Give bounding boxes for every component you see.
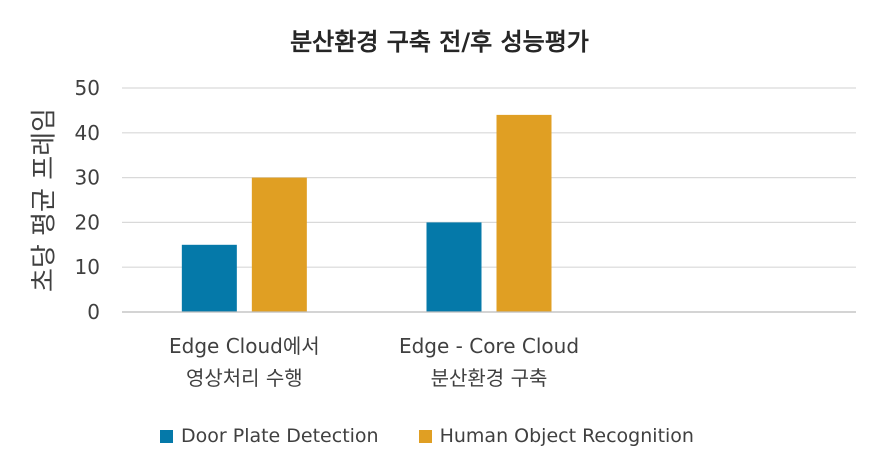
bar: [426, 222, 482, 312]
legend-swatch: [418, 429, 432, 443]
legend: Door Plate Detection Human Object Recogn…: [160, 425, 734, 447]
y-tick-label: 20: [75, 210, 100, 234]
x-tick-label: Edge Cloud에서: [169, 334, 320, 358]
legend-label: Human Object Recognition: [439, 425, 694, 447]
x-tick-label: Edge - Core Cloud: [399, 334, 579, 358]
y-tick-label: 30: [75, 166, 100, 190]
legend-swatch: [160, 429, 173, 443]
legend-item-series-2: Human Object Recognition: [418, 425, 694, 447]
legend-label: Door Plate Detection: [181, 425, 379, 447]
legend-item-series-1: Door Plate Detection: [160, 425, 379, 447]
bar: [496, 114, 552, 312]
bar: [251, 177, 307, 312]
x-tick-label: 영상처리 수행: [186, 366, 303, 390]
x-tick-label: 분산환경 구축: [431, 366, 548, 390]
y-tick-label: 10: [75, 255, 100, 279]
y-tick-label: 0: [87, 300, 100, 324]
bar: [181, 244, 237, 312]
y-tick-label: 50: [75, 76, 100, 100]
chart-title: 분산환경 구축 전/후 성능평가: [290, 28, 589, 56]
y-tick-label: 40: [75, 121, 100, 145]
